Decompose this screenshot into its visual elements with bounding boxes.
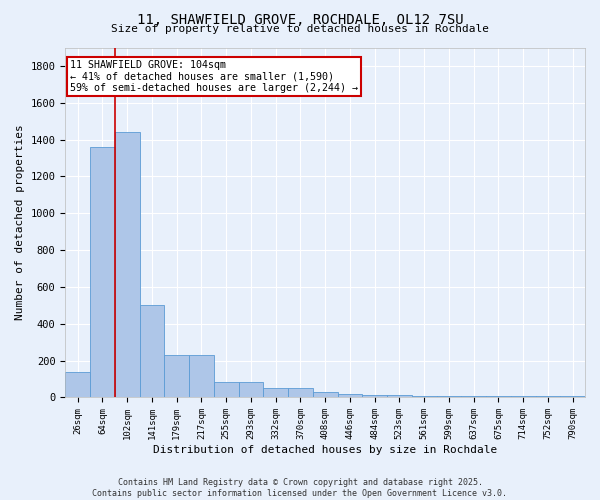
- Bar: [461, 396, 486, 398]
- Bar: [536, 396, 560, 398]
- Bar: [263, 388, 288, 398]
- Bar: [164, 355, 189, 398]
- Text: 11, SHAWFIELD GROVE, ROCHDALE, OL12 7SU: 11, SHAWFIELD GROVE, ROCHDALE, OL12 7SU: [137, 12, 463, 26]
- Bar: [189, 355, 214, 398]
- Bar: [412, 396, 437, 398]
- Bar: [214, 382, 239, 398]
- Y-axis label: Number of detached properties: Number of detached properties: [15, 124, 25, 320]
- Bar: [65, 372, 90, 398]
- Bar: [288, 388, 313, 398]
- Bar: [486, 396, 511, 398]
- Text: 11 SHAWFIELD GROVE: 104sqm
← 41% of detached houses are smaller (1,590)
59% of s: 11 SHAWFIELD GROVE: 104sqm ← 41% of deta…: [70, 60, 358, 93]
- Bar: [140, 306, 164, 398]
- Bar: [115, 132, 140, 398]
- Bar: [560, 396, 585, 398]
- Bar: [437, 396, 461, 398]
- Bar: [338, 394, 362, 398]
- Text: Size of property relative to detached houses in Rochdale: Size of property relative to detached ho…: [111, 24, 489, 34]
- Bar: [313, 392, 338, 398]
- Text: Contains HM Land Registry data © Crown copyright and database right 2025.
Contai: Contains HM Land Registry data © Crown c…: [92, 478, 508, 498]
- Bar: [387, 394, 412, 398]
- Bar: [90, 147, 115, 398]
- Bar: [362, 394, 387, 398]
- Bar: [511, 396, 536, 398]
- X-axis label: Distribution of detached houses by size in Rochdale: Distribution of detached houses by size …: [153, 445, 497, 455]
- Bar: [239, 382, 263, 398]
